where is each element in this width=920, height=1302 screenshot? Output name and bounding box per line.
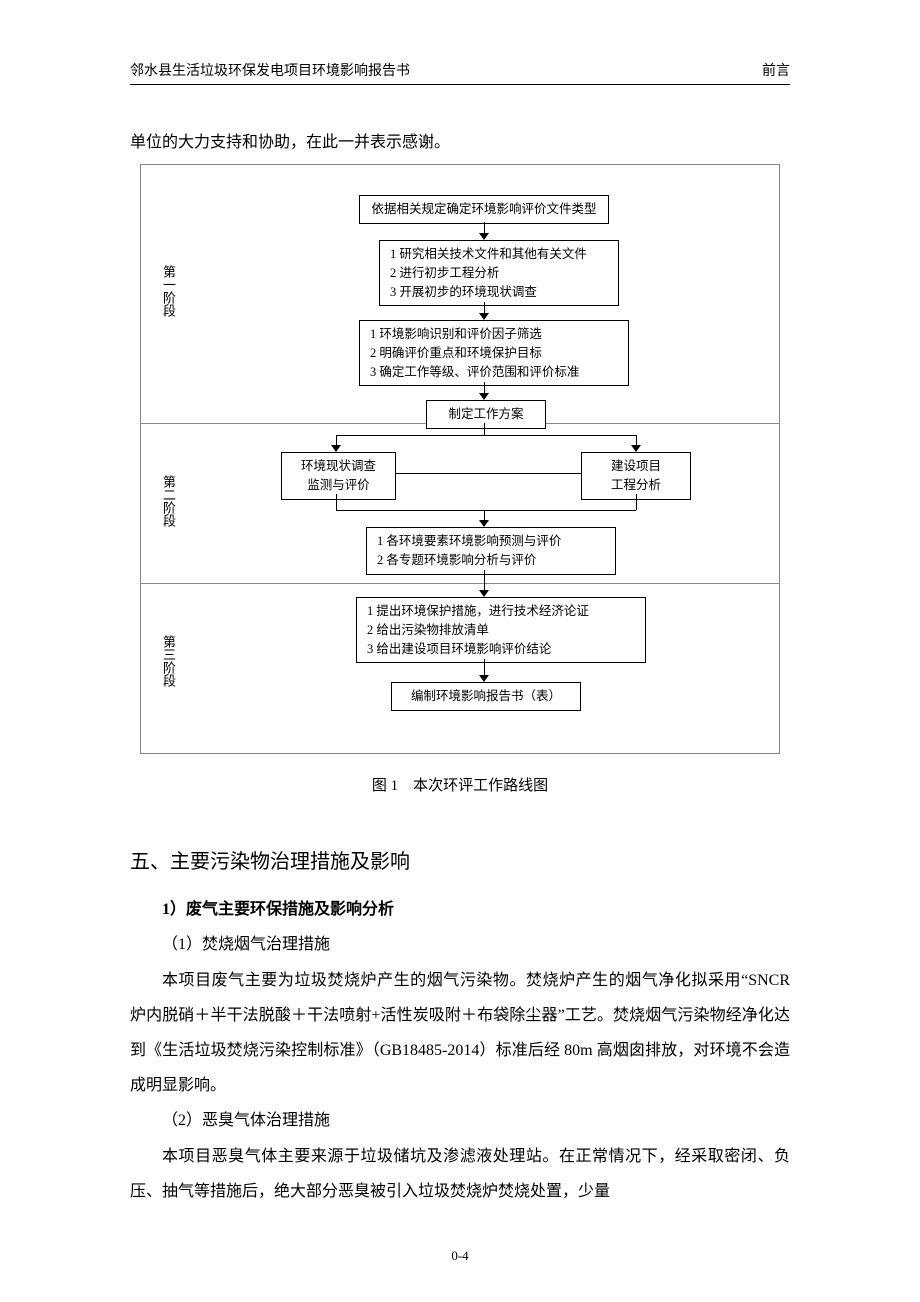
line-join-h: [336, 510, 636, 511]
arrow-join-g: [479, 520, 489, 527]
line-e-f: [396, 473, 581, 474]
intro-line: 单位的大力支持和协助，在此一并表示感谢。: [130, 125, 790, 160]
arrow-c-d: [479, 393, 489, 400]
p1-sub2: （2）恶臭气体治理措施: [162, 1103, 790, 1138]
box-c-l3: 3 确定工作等级、评价范围和评价标准: [370, 363, 618, 382]
box-i-text: 编制环境影响报告书（表）: [411, 689, 561, 703]
p1-heading: 1）废气主要环保措施及影响分析: [162, 892, 790, 927]
line-f-join: [636, 494, 637, 510]
box-c-l2: 2 明确评价重点和环境保护目标: [370, 344, 618, 363]
box-b-l3: 3 开展初步的环境现状调查: [390, 283, 608, 302]
box-h-l1: 1 提出环境保护措施，进行技术经济论证: [367, 602, 635, 621]
arrow-fork-e: [331, 445, 341, 452]
box-plan: 制定工作方案: [426, 400, 546, 429]
page: 邻水县生活垃圾环保发电项目环境影响报告书 前言 单位的大力支持和协助，在此一并表…: [0, 0, 920, 1302]
box-impact: 1 各环境要素环境影响预测与评价 2 各专题环境影响分析与评价: [366, 527, 616, 575]
header-left: 邻水县生活垃圾环保发电项目环境影响报告书: [130, 60, 410, 80]
arrow-a-b: [479, 233, 489, 240]
page-header: 邻水县生活垃圾环保发电项目环境影响报告书 前言: [130, 60, 790, 85]
page-number: 0-4: [0, 1248, 920, 1264]
box-b-l2: 2 进行初步工程分析: [390, 264, 608, 283]
divider-2: [141, 583, 779, 584]
box-h-l2: 2 给出污染物排放清单: [367, 621, 635, 640]
arrow-g-h: [479, 590, 489, 597]
figure-caption: 图 1 本次环评工作路线图: [130, 774, 790, 795]
header-right: 前言: [762, 60, 790, 80]
box-scope: 1 环境影响识别和评价因子筛选 2 明确评价重点和环境保护目标 3 确定工作等级…: [359, 320, 629, 386]
line-e-join: [336, 494, 337, 510]
arrow-b-c: [479, 313, 489, 320]
box-d-text: 制定工作方案: [448, 407, 523, 421]
box-h-l3: 3 给出建设项目环境影响评价结论: [367, 640, 635, 659]
arrow-h-i: [479, 675, 489, 682]
box-measures: 1 提出环境保护措施，进行技术经济论证 2 给出污染物排放清单 3 给出建设项目…: [356, 597, 646, 663]
box-initial-study: 1 研究相关技术文件和其他有关文件 2 进行初步工程分析 3 开展初步的环境现状…: [379, 240, 619, 306]
stage3-label: 第三阶段: [159, 635, 175, 687]
box-f-l2: 工程分析: [592, 476, 680, 495]
box-eia-type: 依据相关规定确定环境影响评价文件类型: [359, 195, 609, 224]
arrow-fork-f: [631, 445, 641, 452]
box-survey: 环境现状调查 监测与评价: [281, 452, 396, 500]
box-project-analysis: 建设项目 工程分析: [581, 452, 691, 500]
stage2-label: 第二阶段: [159, 475, 175, 527]
box-e-l1: 环境现状调查: [292, 457, 385, 476]
box-e-l2: 监测与评价: [292, 476, 385, 495]
box-c-l1: 1 环境影响识别和评价因子筛选: [370, 325, 618, 344]
p2-para: 本项目恶臭气体主要来源于垃圾储坑及渗滤液处理站。在正常情况下，经采取密闭、负压、…: [130, 1139, 790, 1209]
box-report: 编制环境影响报告书（表）: [391, 682, 581, 711]
p1-para: 本项目废气主要为垃圾焚烧炉产生的烟气污染物。焚烧炉产生的烟气净化拟采用“SNCR…: [130, 963, 790, 1104]
box-a-text: 依据相关规定确定环境影响评价文件类型: [371, 202, 596, 216]
p1-sub1: （1）焚烧烟气治理措施: [162, 927, 790, 962]
box-g-l1: 1 各环境要素环境影响预测与评价: [377, 532, 605, 551]
box-g-l2: 2 各专题环境影响分析与评价: [377, 551, 605, 570]
box-b-l1: 1 研究相关技术文件和其他有关文件: [390, 245, 608, 264]
box-f-l1: 建设项目: [592, 457, 680, 476]
line-g-h: [484, 570, 485, 592]
flowchart: 第一阶段 第二阶段 第三阶段 依据相关规定确定环境影响评价文件类型 1 研究相关…: [140, 164, 780, 754]
section-heading: 五、主要污染物治理措施及影响: [130, 845, 790, 874]
line-fork-h: [336, 435, 636, 436]
stage1-label: 第一阶段: [159, 265, 175, 317]
line-d-fork: [484, 423, 485, 435]
